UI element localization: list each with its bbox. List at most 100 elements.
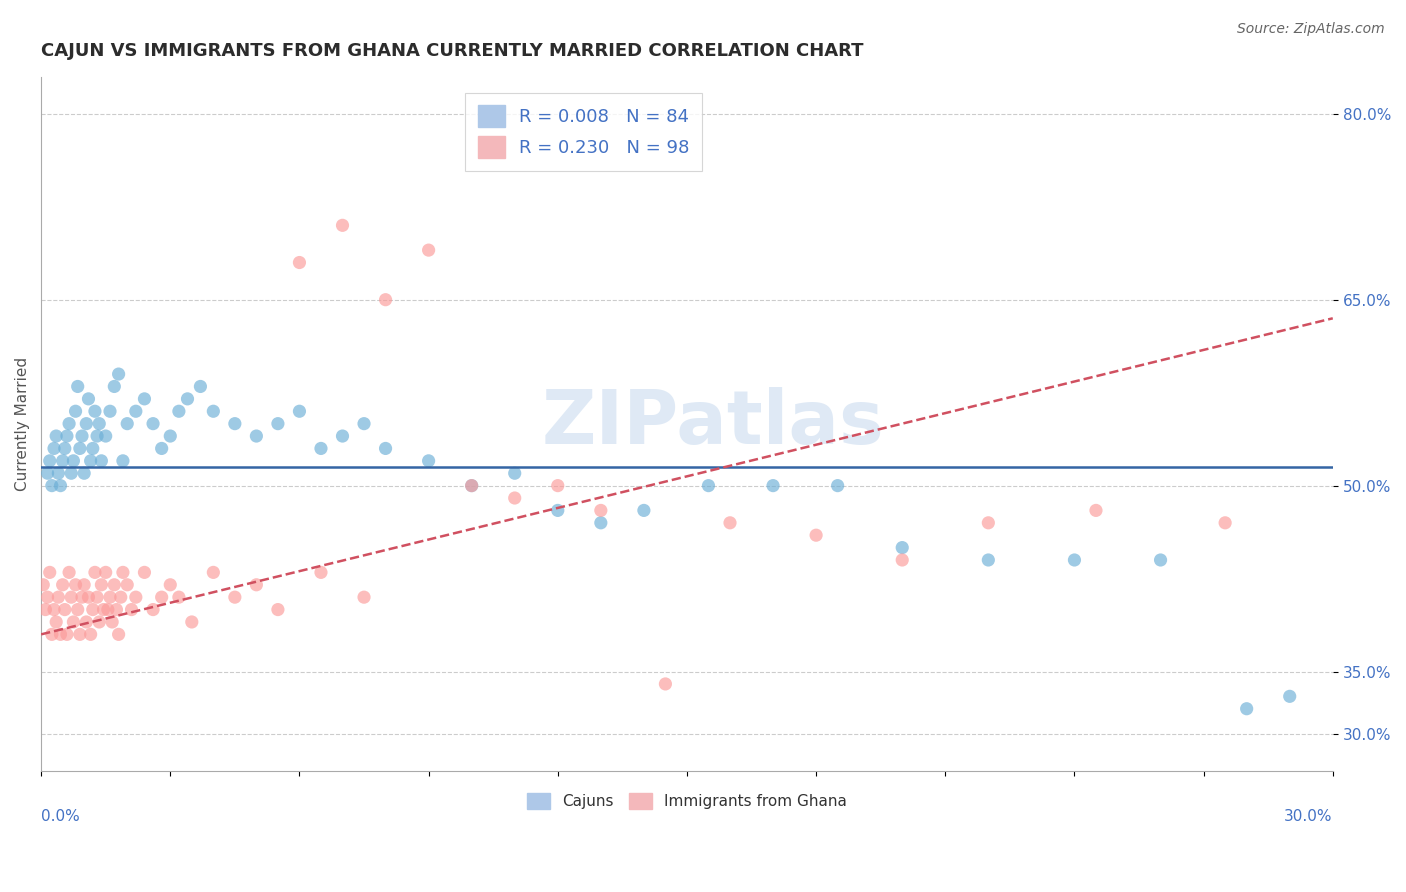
Point bbox=[245, 578, 267, 592]
Point bbox=[101, 615, 124, 629]
Point bbox=[180, 615, 202, 629]
Point bbox=[37, 590, 59, 604]
Point bbox=[167, 404, 190, 418]
Point bbox=[697, 478, 720, 492]
Point bbox=[69, 627, 91, 641]
Point bbox=[93, 602, 115, 616]
Point bbox=[90, 578, 112, 592]
Point bbox=[654, 677, 676, 691]
Point bbox=[115, 417, 138, 431]
Point bbox=[75, 417, 97, 431]
Point bbox=[46, 590, 69, 604]
Point bbox=[288, 404, 311, 418]
Point bbox=[827, 478, 849, 492]
Point bbox=[65, 404, 87, 418]
Point bbox=[45, 615, 67, 629]
Point bbox=[167, 590, 190, 604]
Point bbox=[134, 566, 156, 580]
Point bbox=[121, 602, 143, 616]
Point bbox=[84, 404, 107, 418]
Point bbox=[1171, 825, 1194, 839]
Point bbox=[89, 615, 111, 629]
Text: CAJUN VS IMMIGRANTS FROM GHANA CURRENTLY MARRIED CORRELATION CHART: CAJUN VS IMMIGRANTS FROM GHANA CURRENTLY… bbox=[41, 42, 863, 60]
Point bbox=[202, 566, 225, 580]
Point bbox=[418, 454, 440, 468]
Point bbox=[503, 467, 526, 481]
Point bbox=[267, 602, 290, 616]
Point bbox=[125, 404, 148, 418]
Point bbox=[84, 566, 107, 580]
Point bbox=[86, 429, 108, 443]
Y-axis label: Currently Married: Currently Married bbox=[15, 357, 30, 491]
Point bbox=[332, 219, 354, 233]
Point bbox=[60, 467, 83, 481]
Point bbox=[38, 566, 60, 580]
Point bbox=[1278, 690, 1301, 704]
Point bbox=[32, 578, 55, 592]
Point bbox=[37, 467, 59, 481]
Point bbox=[52, 578, 75, 592]
Point bbox=[98, 590, 121, 604]
Point bbox=[1084, 503, 1107, 517]
Point bbox=[374, 442, 396, 456]
Text: Source: ZipAtlas.com: Source: ZipAtlas.com bbox=[1237, 22, 1385, 37]
Point bbox=[891, 553, 914, 567]
Point bbox=[58, 566, 80, 580]
Point bbox=[547, 503, 569, 517]
Point bbox=[62, 615, 84, 629]
Point bbox=[718, 516, 741, 530]
Point bbox=[633, 503, 655, 517]
Point bbox=[288, 255, 311, 269]
Point bbox=[142, 417, 165, 431]
Point bbox=[190, 379, 212, 393]
Point bbox=[34, 602, 56, 616]
Point bbox=[56, 429, 79, 443]
Point bbox=[62, 454, 84, 468]
Point bbox=[353, 590, 375, 604]
Point bbox=[38, 454, 60, 468]
Point bbox=[374, 293, 396, 307]
Point bbox=[79, 454, 101, 468]
Point bbox=[107, 367, 129, 381]
Point bbox=[77, 590, 100, 604]
Point bbox=[762, 478, 785, 492]
Point bbox=[103, 578, 125, 592]
Point bbox=[53, 442, 76, 456]
Point bbox=[45, 429, 67, 443]
Point bbox=[977, 516, 1000, 530]
Point bbox=[94, 566, 117, 580]
Point bbox=[73, 467, 96, 481]
Point bbox=[103, 379, 125, 393]
Point bbox=[309, 442, 332, 456]
Point bbox=[105, 602, 128, 616]
Point bbox=[891, 541, 914, 555]
Point bbox=[60, 590, 83, 604]
Point bbox=[224, 590, 246, 604]
Point bbox=[82, 602, 104, 616]
Point bbox=[53, 602, 76, 616]
Point bbox=[75, 615, 97, 629]
Point bbox=[41, 478, 63, 492]
Point bbox=[142, 602, 165, 616]
Point bbox=[69, 442, 91, 456]
Point bbox=[224, 417, 246, 431]
Point bbox=[66, 602, 89, 616]
Point bbox=[41, 627, 63, 641]
Point bbox=[159, 429, 181, 443]
Point bbox=[115, 578, 138, 592]
Point bbox=[58, 417, 80, 431]
Point bbox=[56, 627, 79, 641]
Point bbox=[65, 578, 87, 592]
Point bbox=[70, 590, 93, 604]
Text: 30.0%: 30.0% bbox=[1284, 809, 1333, 824]
Point bbox=[73, 578, 96, 592]
Point bbox=[267, 417, 290, 431]
Point bbox=[547, 478, 569, 492]
Point bbox=[1236, 702, 1258, 716]
Point bbox=[42, 442, 65, 456]
Point bbox=[89, 417, 111, 431]
Text: ZIPatlas: ZIPatlas bbox=[541, 387, 884, 460]
Point bbox=[49, 627, 72, 641]
Point bbox=[245, 429, 267, 443]
Point bbox=[107, 627, 129, 641]
